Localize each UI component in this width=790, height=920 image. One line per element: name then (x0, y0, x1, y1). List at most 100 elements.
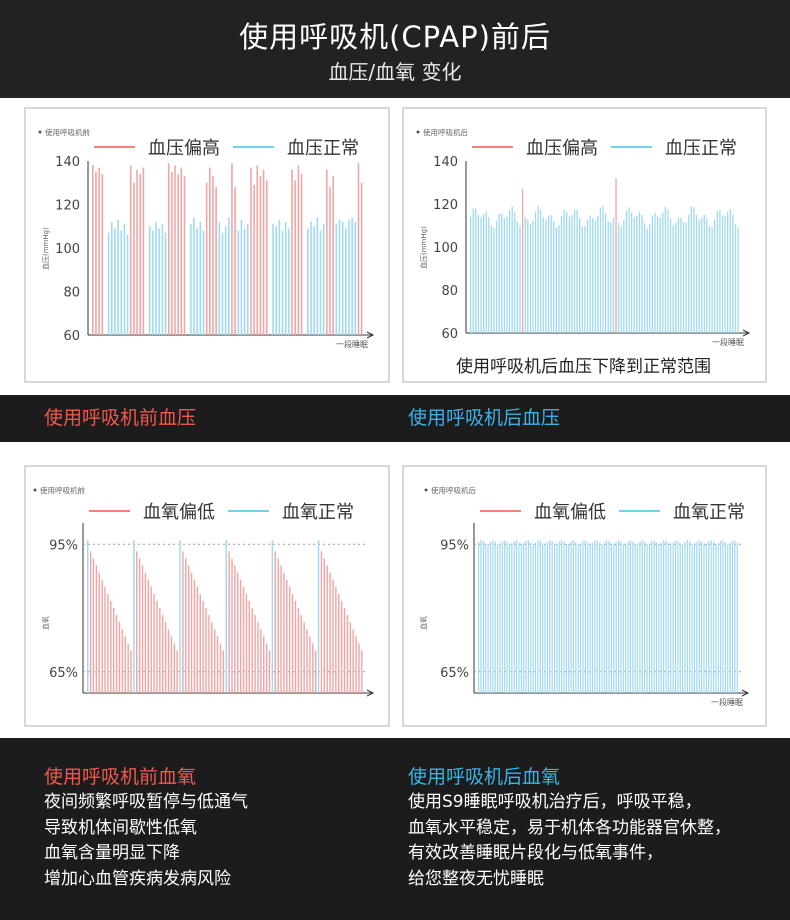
bar (553, 221, 555, 333)
bar (284, 221, 287, 335)
y-tick-label: 65% (440, 666, 469, 681)
bar (254, 615, 256, 693)
bar (348, 219, 350, 335)
bar (202, 600, 204, 693)
bar (357, 163, 360, 335)
bar (225, 540, 227, 693)
bar (577, 544, 579, 693)
bar (215, 187, 217, 335)
bar (688, 214, 690, 333)
bar (594, 540, 596, 693)
bar (231, 163, 233, 335)
bar (617, 223, 620, 333)
bar (171, 171, 173, 336)
legend-label: 血氧正常 (673, 502, 745, 523)
bar (701, 217, 703, 333)
bar (601, 544, 603, 693)
bar (582, 540, 584, 693)
bar (332, 579, 334, 693)
y-tick-label: 60 (63, 329, 80, 344)
bar (250, 167, 252, 335)
bp-caption-bar: 使用呼吸机前血压 使用呼吸机后血压 (0, 395, 790, 442)
y-axis-label: 血氧 (419, 616, 428, 630)
bar (228, 551, 230, 693)
bar (561, 540, 563, 693)
bar (525, 540, 527, 693)
bar (534, 542, 537, 693)
bar (253, 184, 255, 335)
bar (234, 187, 236, 335)
bar (612, 217, 615, 333)
bar (546, 542, 548, 693)
bar (664, 206, 667, 333)
bar (658, 544, 660, 693)
bar (655, 542, 658, 693)
bar (312, 643, 314, 693)
bar (682, 222, 685, 333)
bar (691, 543, 693, 693)
bar (589, 215, 591, 333)
bar (360, 182, 363, 335)
bar (243, 228, 246, 335)
bar (638, 211, 641, 333)
bar (734, 540, 736, 693)
bar (620, 226, 622, 333)
legend-label: 血氧正常 (282, 502, 354, 523)
bar (553, 543, 556, 693)
bar (724, 216, 726, 333)
bar (686, 540, 688, 693)
bar (272, 224, 274, 335)
bar (237, 572, 239, 693)
bar (495, 220, 498, 333)
bar (101, 174, 104, 335)
bar (216, 636, 219, 693)
y-tick-label: 140 (433, 155, 458, 170)
bar (549, 540, 551, 693)
bar (352, 629, 354, 693)
bar (361, 650, 363, 693)
bar (329, 572, 331, 693)
bar (351, 217, 353, 335)
y-tick-label: 100 (433, 241, 458, 256)
bar (472, 208, 474, 333)
bar (237, 230, 240, 335)
bar (139, 174, 142, 335)
bar (314, 650, 317, 693)
bar (586, 219, 589, 333)
bar (521, 188, 524, 333)
bar (492, 540, 494, 693)
bar (610, 221, 612, 333)
bar (212, 176, 214, 335)
bullet-dot (33, 488, 37, 492)
bar (667, 542, 670, 693)
page-subtitle: 血压/血氧 变化 (328, 60, 462, 84)
bar (540, 209, 542, 333)
bar (571, 215, 573, 333)
bar (110, 600, 112, 693)
bar (177, 174, 179, 335)
bar (187, 565, 190, 693)
bar (501, 213, 503, 333)
bar (262, 169, 265, 335)
bar (670, 544, 672, 693)
bar (706, 218, 708, 333)
bar (727, 544, 729, 693)
bar (537, 540, 539, 693)
bar (576, 209, 578, 333)
bar (107, 232, 110, 335)
bar (179, 540, 181, 693)
bar (633, 217, 635, 333)
bar (313, 226, 315, 335)
bar (660, 543, 662, 693)
y-tick-label: 80 (441, 284, 458, 299)
bar (213, 629, 216, 693)
bar (494, 541, 496, 693)
bar (622, 543, 624, 693)
bar (319, 230, 322, 335)
bar (167, 163, 170, 335)
bar (716, 210, 718, 333)
bp-after-caption: 使用呼吸机后血压 (408, 407, 561, 429)
bar (693, 207, 695, 333)
bar (174, 165, 176, 335)
